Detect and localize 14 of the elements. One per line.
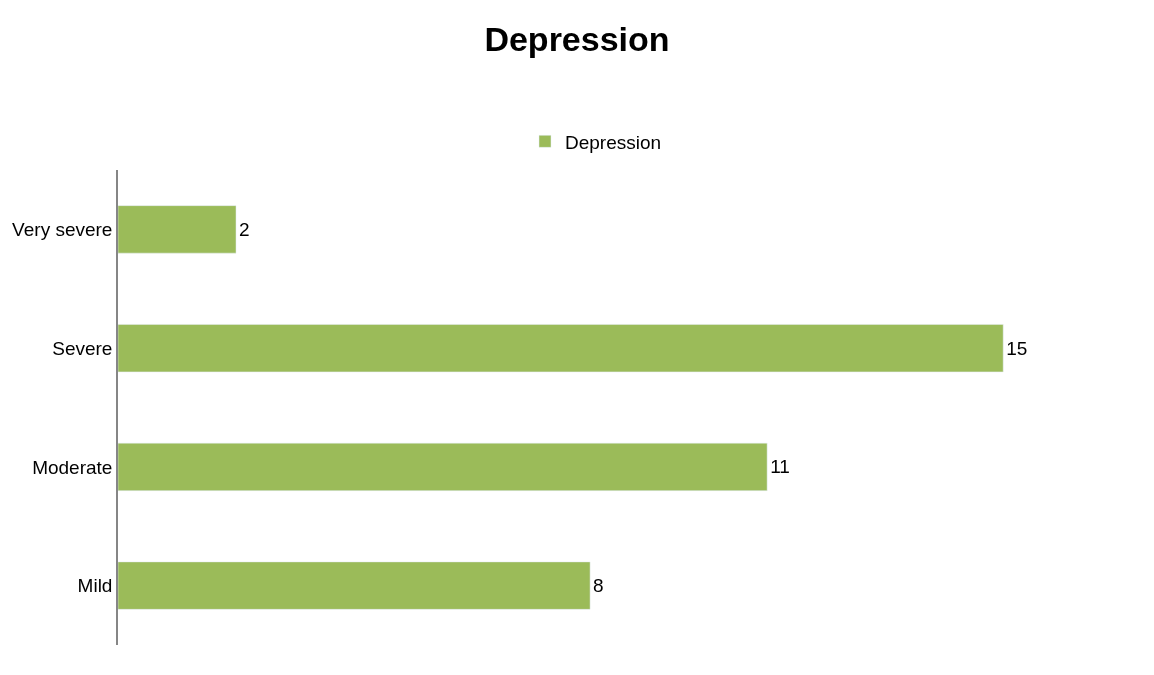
bar — [118, 561, 591, 610]
y-tick-label: Moderate — [32, 456, 113, 478]
data-label: 15 — [1006, 337, 1028, 359]
data-label: 8 — [593, 575, 604, 597]
y-tick-label: Very severe — [12, 219, 113, 241]
data-label: 2 — [239, 218, 250, 240]
y-tick-label: Severe — [52, 337, 113, 359]
data-label: 11 — [770, 456, 790, 478]
chart-title: Depression — [484, 19, 670, 58]
bar — [118, 205, 237, 254]
bar — [118, 324, 1004, 373]
legend-label: Depression — [565, 131, 662, 153]
bar — [118, 442, 768, 491]
y-tick-label: Mild — [77, 575, 113, 597]
